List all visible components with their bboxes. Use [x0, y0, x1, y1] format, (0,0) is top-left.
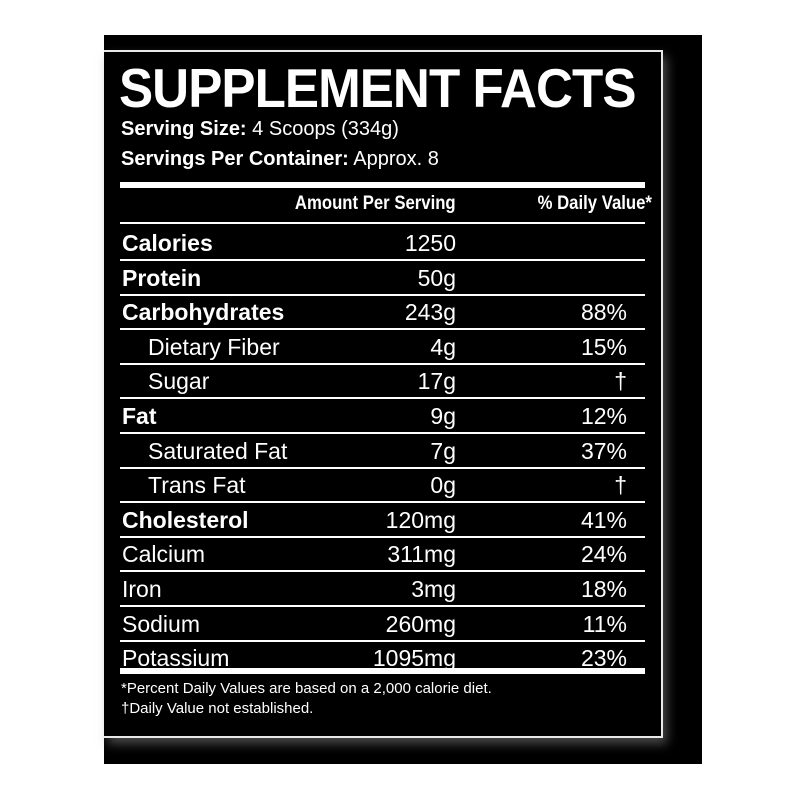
- nutrient-row: Calcium 311mg 24%: [120, 537, 645, 571]
- nutrient-daily-value: 15%: [580, 333, 627, 360]
- nutrient-daily-value: †: [614, 368, 627, 395]
- nutrient-daily-value: 24%: [580, 541, 627, 568]
- nutrient-amount: 1095mg: [372, 645, 456, 672]
- divider: [120, 432, 645, 434]
- nutrient-row: Sodium 260mg 11%: [120, 607, 645, 641]
- nutrient-name: Calories: [122, 230, 213, 256]
- nutrient-row: Saturated Fat 7g 37%: [120, 434, 645, 468]
- servings-per-container-value: Approx. 8: [353, 148, 439, 170]
- divider: [120, 570, 645, 573]
- divider-thick: [120, 668, 645, 674]
- nutrient-name: Trans Fat: [148, 472, 246, 499]
- nutrient-row: Cholesterol 120mg 41%: [120, 503, 645, 537]
- header-daily-value: % Daily Value*: [537, 193, 652, 214]
- nutrient-daily-value: 11%: [582, 610, 627, 637]
- nutrient-row: Sugar 17g †: [120, 364, 645, 398]
- nutrient-daily-value: †: [614, 472, 627, 499]
- label-frame: [104, 50, 663, 738]
- nutrient-name: Sodium: [122, 610, 200, 637]
- nutrient-amount: 260mg: [385, 610, 456, 637]
- nutrient-row: Dietary Fiber 4g 15%: [120, 330, 645, 364]
- serving-size: Serving Size: 4 Scoops (334g): [121, 117, 399, 141]
- servings-per-container-label: Servings Per Container:: [121, 148, 349, 170]
- header-amount: Amount Per Serving: [295, 193, 456, 214]
- nutrient-amount: 7g: [430, 437, 456, 464]
- divider: [120, 501, 645, 504]
- nutrient-amount: 243g: [404, 299, 456, 326]
- servings-per-container: Servings Per Container: Approx. 8: [121, 147, 439, 171]
- footnote-not-established: †Daily Value not established.: [121, 700, 314, 717]
- divider: [120, 535, 645, 538]
- nutrient-daily-value: 12%: [580, 403, 627, 429]
- divider: [120, 293, 645, 296]
- nutrient-amount: 120mg: [385, 506, 456, 533]
- divider-thick: [120, 182, 645, 188]
- nutrient-name: Potassium: [122, 645, 230, 672]
- nutrient-row: Iron 3mg 18%: [120, 572, 645, 606]
- nutrient-daily-value: 88%: [580, 299, 627, 326]
- serving-size-value: 4 Scoops (334g): [252, 118, 399, 140]
- label-panel: [104, 35, 702, 764]
- nutrient-name: Dietary Fiber: [148, 333, 280, 360]
- nutrient-name: Iron: [122, 576, 162, 602]
- divider: [120, 222, 645, 224]
- label-title: SUPPLEMENT FACTS: [119, 57, 636, 119]
- nutrient-row: Fat 9g 12%: [120, 399, 645, 433]
- nutrient-amount: 0g: [430, 472, 456, 499]
- divider: [120, 605, 645, 607]
- divider: [120, 397, 645, 400]
- nutrient-amount: 17g: [417, 368, 456, 395]
- nutrient-row: Protein 50g: [120, 261, 645, 295]
- nutrient-amount: 9g: [430, 403, 456, 429]
- nutrient-name: Sugar: [148, 368, 210, 395]
- serving-size-label: Serving Size:: [121, 118, 247, 140]
- nutrient-row: Carbohydrates 243g 88%: [120, 295, 645, 329]
- divider: [120, 639, 645, 642]
- divider: [120, 259, 645, 261]
- nutrient-name: Protein: [122, 264, 202, 291]
- nutrient-daily-value: 18%: [580, 576, 627, 602]
- footnote-daily-values: *Percent Daily Values are based on a 2,0…: [121, 680, 492, 697]
- nutrient-amount: 1250: [404, 230, 456, 256]
- nutrient-name: Saturated Fat: [148, 437, 288, 464]
- divider: [120, 328, 645, 331]
- nutrient-amount: 311mg: [387, 541, 456, 568]
- nutrient-name: Fat: [122, 403, 157, 429]
- nutrient-daily-value: 41%: [580, 506, 627, 533]
- nutrient-daily-value: 37%: [580, 437, 627, 464]
- nutrient-row: Calories 1250: [120, 226, 645, 260]
- nutrient-name: Carbohydrates: [122, 299, 285, 326]
- nutrient-amount: 3mg: [411, 576, 456, 602]
- nutrient-row: Potassium 1095mg 23%: [120, 641, 645, 675]
- nutrient-daily-value: 23%: [580, 645, 627, 672]
- nutrient-name: Cholesterol: [122, 506, 249, 533]
- nutrient-name: Calcium: [122, 541, 206, 568]
- nutrient-row: Trans Fat 0g †: [120, 468, 645, 502]
- nutrient-amount: 4g: [430, 333, 456, 360]
- divider: [120, 466, 645, 469]
- divider: [120, 362, 645, 365]
- nutrient-amount: 50g: [417, 264, 456, 291]
